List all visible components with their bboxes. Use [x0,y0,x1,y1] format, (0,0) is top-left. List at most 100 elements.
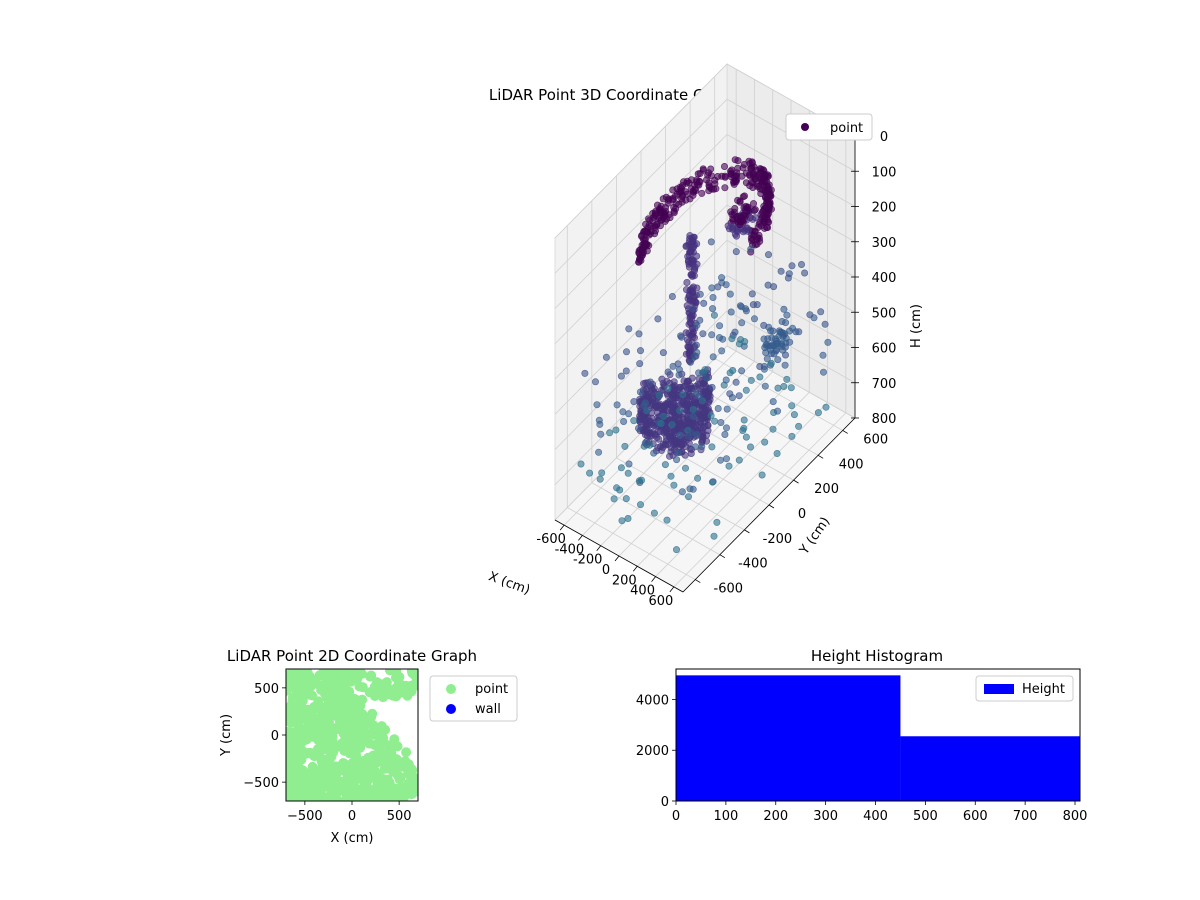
chart-3d-point [593,401,601,409]
chart-2d-point [327,711,338,721]
chart-2d-point [398,681,409,692]
chart-3d-point [789,324,797,332]
chart-3d-point [687,286,695,294]
chart-3d-point [655,391,663,399]
chart-2d-point [357,669,367,679]
chart-3d-point [622,495,630,503]
chart-3d-x-tick-label: -400 [555,542,585,557]
chart-2d-point [354,681,365,692]
chart-3d-point [675,385,683,393]
chart-3d-point [704,171,712,179]
chart-3d-point [788,262,796,270]
chart-3d-point [657,419,665,427]
chart-3d-point [723,405,731,413]
chart-2d-point [286,758,293,769]
chart-2d-point [330,723,341,734]
chart-3d-point [717,418,725,426]
chart-3d-point [777,267,785,275]
chart-3d-point [821,320,829,328]
chart-3d-point [718,347,726,355]
chart-3d-point [750,207,758,215]
chart-2d-point [288,742,299,753]
chart-3d-point [710,532,718,540]
chart-3d-point [716,456,724,464]
chart-3d-point [761,187,769,195]
chart-3d-point [783,311,791,319]
chart-2d-point [392,762,403,773]
chart-3d-point [616,486,624,494]
chart-3d-point [795,422,803,430]
chart-3d-axes [554,63,856,593]
chart-3d-point [769,425,777,433]
chart-2d-point [358,756,369,767]
chart-3d-y-tick-mark [817,454,824,459]
chart-2d-point [378,732,389,743]
chart-3d-point [606,429,614,437]
chart-3d-point [757,169,765,177]
chart-2d-point [318,769,329,780]
chart-2d-x-tick-label: −500 [287,809,323,824]
histogram-legend: Height [975,675,1074,702]
chart-2d-point [340,733,351,744]
chart-2d-point [313,701,324,712]
chart-2d-point [390,672,401,683]
chart-3d-point [767,359,775,367]
chart-3d-point [734,157,742,165]
chart-3d-point [692,187,700,195]
chart-2d-point [286,779,294,790]
chart-3d-point [673,185,681,193]
chart-2d-point [302,714,313,725]
chart-3d-point [643,228,651,236]
chart-3d-ticks: -600-400-2000200400600-600-400-200020040… [536,130,896,609]
chart-3d-point [662,207,670,215]
chart-3d-x-axis-label: X (cm) [486,569,532,598]
chart-3d-z-tick-label: 100 [872,165,897,180]
chart-2d-point [407,669,418,679]
chart-3d-point [577,460,585,468]
chart-3d-point [819,351,827,359]
chart-3d-point [707,238,715,246]
chart-2d-point [411,785,418,796]
chart-3d-point [725,462,733,470]
chart-3d-point [697,423,705,431]
chart-3d-point [689,333,697,341]
chart-3d-point [722,424,730,432]
chart-2d-y-tick-label: 0 [271,729,279,744]
chart-2d-legend: point wall [429,675,518,722]
chart-3d-point [692,341,700,349]
chart-2d-point [367,788,378,799]
chart-3d-point [612,426,620,434]
chart-2d-point [293,789,304,800]
chart-3d-point [636,360,644,368]
chart-3d-point [767,327,775,335]
chart-3d-point [696,290,704,298]
chart-2d-point [361,776,371,787]
chart-2d-point [395,773,406,784]
chart-3d-point [668,292,676,300]
chart-3d-point [659,195,667,203]
chart-3d-point [756,373,764,381]
chart-3d-point [596,475,604,483]
chart-3d-gridline [591,482,721,556]
chart-2d-point [350,761,361,772]
chart-3d-point [774,339,782,347]
chart-3d-legend: point [785,113,873,141]
chart-2d-x-tick-label: 500 [387,809,412,824]
chart-3d-point [742,433,750,441]
chart-3d-y-tick-label: 600 [863,432,888,447]
chart-3d-point [676,431,684,439]
chart-3d-point [760,362,768,370]
chart-3d-point [703,374,711,382]
chart-3d-y-tick-mark [719,554,726,559]
chart-3d-point [689,412,697,420]
chart-3d-point [686,358,694,366]
chart-3d-point [729,225,737,233]
chart-3d-point [694,474,702,482]
histogram-legend-swatch [984,684,1014,694]
histogram-bar [676,675,901,801]
chart-3d-point [710,311,718,319]
chart-3d-point [732,232,740,240]
chart-3d-point [635,258,643,266]
chart-3d-point [645,221,653,229]
chart-3d-point [675,200,683,208]
